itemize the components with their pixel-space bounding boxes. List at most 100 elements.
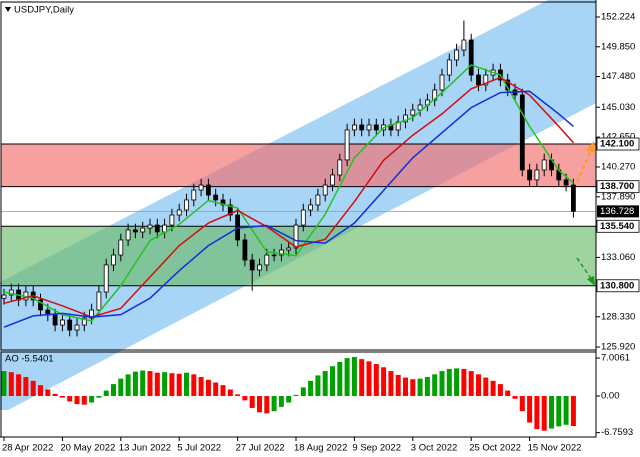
y-tick-label: 147.480	[601, 71, 635, 82]
candle-body	[483, 74, 489, 86]
candle-body	[300, 209, 306, 226]
ao-bar	[505, 390, 511, 397]
ao-bar	[395, 374, 401, 397]
ao-bar	[315, 375, 321, 397]
ao-bar	[490, 380, 496, 397]
level-label: 142.100	[600, 139, 634, 150]
candle-body	[96, 291, 102, 311]
candle-body	[81, 317, 87, 326]
candle-body	[140, 227, 146, 233]
candle-body	[125, 229, 131, 241]
candle-body	[38, 299, 43, 311]
ao-bar	[176, 373, 182, 397]
candle-body	[118, 239, 124, 256]
candle-body	[176, 209, 182, 216]
ao-bar	[140, 370, 146, 397]
candle-body	[249, 259, 255, 271]
ao-bar	[59, 396, 65, 398]
ao-bar	[257, 396, 262, 413]
y-tick-label: 137.890	[601, 191, 635, 202]
ao-bar	[96, 396, 102, 398]
x-tick-label: 27 Jul 2022	[236, 443, 285, 454]
candle-body	[337, 159, 343, 176]
candle-body	[344, 129, 350, 161]
level-label-box	[596, 279, 640, 293]
ao-bar	[461, 368, 467, 397]
level-label-box	[596, 180, 640, 194]
ao-bar	[549, 396, 554, 429]
ao-bar	[227, 389, 233, 397]
candle-body	[563, 179, 569, 186]
ao-bar	[541, 396, 547, 431]
ao-bar	[67, 396, 73, 402]
ao-bar	[1, 371, 7, 397]
ao-bar	[249, 396, 255, 408]
level-label: 138.700	[600, 181, 634, 192]
trend-channel	[0, 0, 596, 410]
candle-body	[417, 104, 423, 111]
ao-bar	[169, 373, 175, 397]
x-tick-label: 25 Oct 2022	[469, 443, 521, 454]
ao-bar	[446, 368, 452, 397]
ao-bar	[417, 378, 423, 397]
candle-body	[132, 229, 138, 233]
candle-body	[315, 194, 321, 206]
ao-bar	[89, 396, 95, 403]
ao-bar	[322, 371, 328, 397]
ao-bar	[534, 396, 540, 430]
candle-body	[293, 224, 299, 249]
ao-bar	[410, 379, 416, 397]
candle-body	[403, 114, 408, 123]
ao-bar	[388, 371, 394, 397]
menu-icon[interactable]	[5, 7, 11, 12]
ao-bar	[381, 367, 387, 397]
candle-body	[439, 74, 445, 91]
ao-bar	[483, 377, 489, 397]
ao-bar	[74, 396, 80, 405]
forecast-arrow-head	[586, 141, 595, 153]
y-tick-label: 133.060	[601, 252, 635, 263]
ao-bar	[52, 393, 58, 397]
moving-average	[3, 76, 574, 318]
candle-body	[519, 94, 525, 171]
ao-bar	[337, 361, 343, 397]
ao-bar	[527, 396, 533, 423]
ao-bar	[132, 371, 138, 397]
candle-body	[308, 204, 314, 211]
ao-bar	[293, 394, 299, 397]
candle-body	[67, 319, 73, 331]
ao-bar	[351, 356, 357, 397]
candle-body	[205, 184, 211, 196]
y-tick-label: 152.224	[601, 12, 635, 23]
x-tick-label: 9 Sep 2022	[352, 443, 401, 454]
candle-body	[461, 39, 467, 51]
forecast-arrow	[576, 149, 592, 183]
x-tick-label: 15 Nov 2022	[528, 443, 582, 454]
ao-bar	[23, 377, 29, 397]
ao-bar	[264, 396, 270, 414]
ao-bar	[213, 382, 219, 397]
ao-bar	[81, 396, 87, 405]
price-zone	[1, 144, 596, 187]
candle-body	[541, 159, 547, 171]
ao-title: AO -5.5401	[5, 354, 54, 365]
y-tick-label: -6.7593	[601, 427, 633, 438]
level-label-box	[596, 219, 640, 233]
moving-average	[3, 90, 574, 328]
ao-bar	[45, 389, 51, 397]
ao-bar	[476, 374, 481, 397]
candle-body	[454, 49, 460, 61]
ao-bar	[103, 390, 109, 397]
last-price-box	[597, 205, 639, 218]
candle-body	[264, 254, 270, 266]
ao-bar	[205, 379, 211, 397]
level-label: 130.800	[600, 280, 634, 291]
candle-body	[373, 124, 379, 131]
ao-bar	[373, 364, 379, 397]
y-tick-label: 7.0061	[601, 353, 630, 364]
y-tick-label: 145.030	[601, 102, 635, 113]
candle-body	[286, 247, 292, 251]
candle-body	[322, 184, 328, 196]
candle-body	[410, 109, 416, 116]
